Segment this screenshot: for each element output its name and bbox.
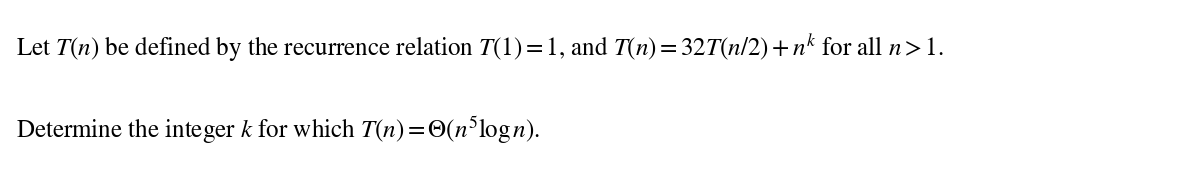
- Text: Let $T(n)$ be defined by the recurrence relation $T(1) = 1$, and $T(n) = 32T(n/2: Let $T(n)$ be defined by the recurrence …: [16, 32, 943, 64]
- Text: Determine the integer $k$ for which $T(n) = \Theta(n^5 \log n)$.: Determine the integer $k$ for which $T(n…: [16, 114, 540, 146]
